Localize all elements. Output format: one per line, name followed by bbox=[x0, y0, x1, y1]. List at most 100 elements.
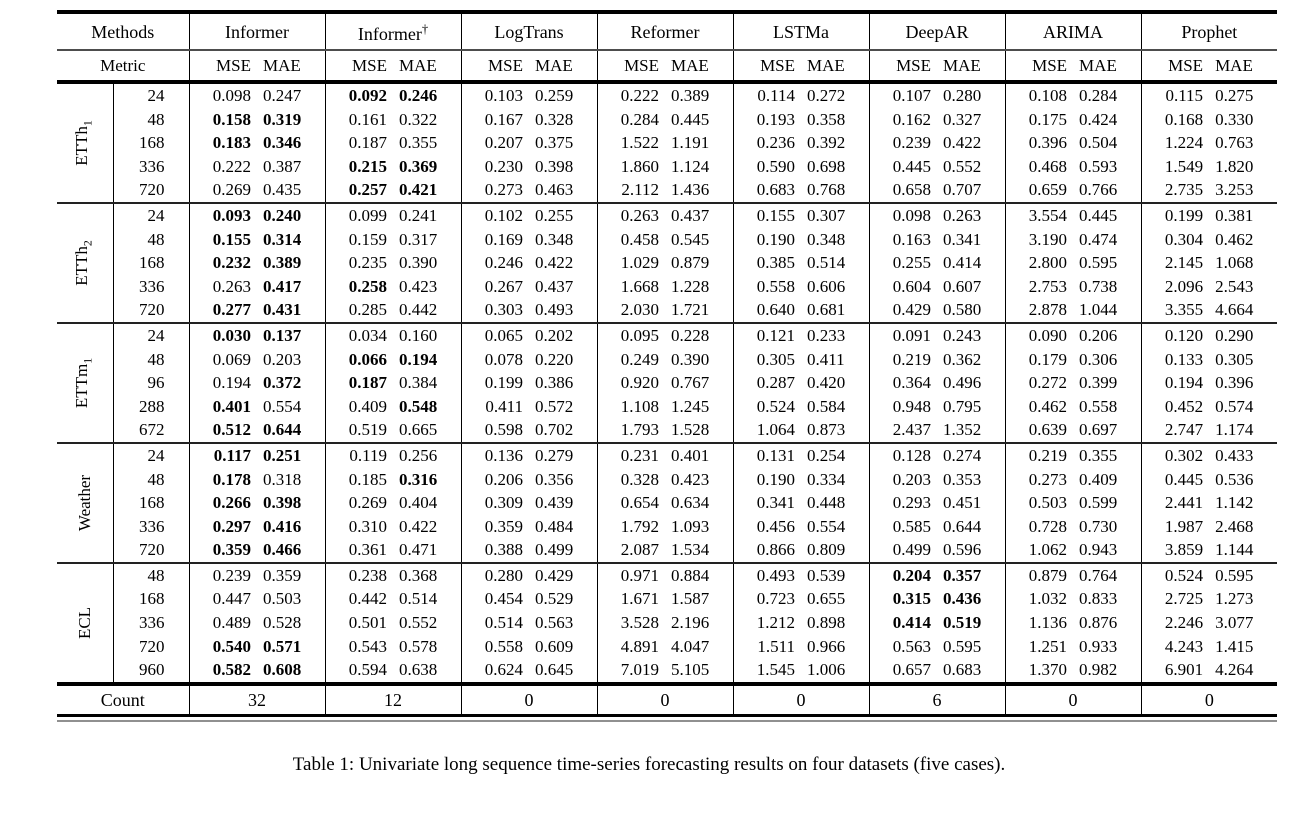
mae-value-informer: 0.240 bbox=[257, 201, 325, 228]
mse-value-arima: 1.136 bbox=[1004, 611, 1074, 635]
mae-value-prophet: 1.415 bbox=[1215, 636, 1254, 656]
mse-value-informer-dagger: 0.187 bbox=[324, 131, 393, 155]
methods-header-row: Methods Informer Informer† LogTrans Reforme… bbox=[57, 12, 1278, 51]
mae-value-informer-dagger: 0.384 bbox=[399, 373, 438, 393]
method-header-informer-dagger: Informer† bbox=[324, 12, 462, 51]
mse-value-prophet: 0.452 bbox=[1140, 394, 1210, 419]
mae-value-informer: 0.318 bbox=[263, 469, 302, 489]
mse-value-reformer: 1.860 bbox=[596, 154, 666, 179]
mae-value-lstma: 0.554 bbox=[807, 516, 846, 536]
mae-value-arima: 0.206 bbox=[1073, 321, 1142, 348]
table-row-ecl-720: 720 0.540 0.571 0.543 0.578 0.558 0.609 4.891 4.… bbox=[57, 634, 1277, 659]
metric-header-mse-informer-dagger: MSE bbox=[324, 50, 393, 84]
mse-value-reformer: 0.328 bbox=[596, 467, 666, 492]
metric-header-mse-reformer: MSE bbox=[596, 50, 666, 84]
mse-value-informer-dagger: 0.257 bbox=[324, 178, 393, 203]
table-row-weather-48: 48 0.178 0.318 0.185 0.316 0.206 0.356 0.328 0.4… bbox=[57, 467, 1277, 492]
table-row-weather-24: Weather 24 0.117 0.251 0.119 0.256 0.136 0.279 0… bbox=[57, 441, 1278, 563]
horizon-label: 48 bbox=[112, 467, 189, 492]
mae-value-logtrans: 0.279 bbox=[529, 441, 598, 468]
mse-value-deepar: 0.604 bbox=[868, 274, 938, 299]
mse-value-deepar: 0.239 bbox=[868, 131, 938, 155]
mse-value-reformer: 0.231 bbox=[596, 441, 666, 468]
mae-value-lstma: 0.411 bbox=[807, 349, 845, 369]
mae-value-reformer: 0.228 bbox=[665, 321, 734, 348]
mae-value-logtrans: 0.422 bbox=[535, 253, 574, 273]
horizon-label: 336 bbox=[112, 611, 189, 635]
dataset-group-etth1: ETTh1 24 0.098 0.247 0.092 0.246 0.103 0.259 0.2… bbox=[57, 82, 1277, 203]
mse-value-informer-dagger: 0.269 bbox=[324, 491, 393, 515]
mae-value-deepar: 0.496 bbox=[943, 373, 982, 393]
metric-header-mse-prophet: MSE bbox=[1140, 50, 1210, 84]
mae-value-arima: 0.943 bbox=[1079, 540, 1118, 560]
mae-value-reformer: 0.879 bbox=[671, 253, 710, 273]
mse-value-arima: 0.639 bbox=[1004, 418, 1074, 443]
mae-value-logtrans: 0.572 bbox=[535, 396, 574, 416]
mse-value-informer: 0.263 bbox=[188, 274, 257, 299]
mae-value-informer: 0.417 bbox=[263, 276, 302, 296]
mae-value-logtrans: 0.348 bbox=[535, 229, 574, 249]
mae-value-reformer: 1.228 bbox=[671, 276, 710, 296]
mae-value-deepar: 0.552 bbox=[943, 156, 982, 176]
mae-value-lstma: 0.420 bbox=[807, 373, 846, 393]
mse-value-reformer: 0.222 bbox=[596, 82, 666, 108]
mae-value-prophet: 1.142 bbox=[1215, 493, 1254, 513]
mse-value-logtrans: 0.624 bbox=[460, 658, 530, 684]
mse-value-prophet: 0.194 bbox=[1140, 371, 1210, 395]
mae-value-informer: 0.416 bbox=[263, 516, 302, 536]
mae-value-lstma: 0.655 bbox=[807, 589, 846, 609]
mse-value-lstma: 0.590 bbox=[732, 154, 802, 179]
mse-value-informer: 0.447 bbox=[188, 587, 257, 612]
mse-value-reformer: 3.528 bbox=[596, 611, 666, 635]
method-header-arima: ARIMA bbox=[1004, 12, 1142, 51]
mae-value-prophet: 4.664 bbox=[1215, 300, 1254, 320]
mse-value-lstma: 0.190 bbox=[732, 227, 802, 252]
mae-value-reformer: 1.721 bbox=[671, 300, 710, 320]
mae-value-deepar: 0.644 bbox=[943, 516, 982, 536]
mae-value-informer: 0.571 bbox=[263, 636, 302, 656]
mae-value-deepar: 0.451 bbox=[943, 493, 982, 513]
mse-value-reformer: 0.263 bbox=[596, 201, 666, 228]
mae-value-deepar: 0.414 bbox=[943, 253, 982, 273]
mae-value-informer-dagger: 0.578 bbox=[399, 636, 438, 656]
mse-value-logtrans: 0.359 bbox=[460, 514, 530, 539]
mse-value-deepar: 0.657 bbox=[868, 658, 938, 684]
mae-value-lstma: 0.514 bbox=[807, 253, 846, 273]
horizon-label: 288 bbox=[112, 394, 189, 419]
mae-value-arima: 0.982 bbox=[1079, 660, 1118, 680]
mse-value-reformer: 1.671 bbox=[596, 587, 666, 612]
mse-value-reformer: 1.522 bbox=[596, 131, 666, 155]
mse-value-deepar: 0.203 bbox=[868, 467, 938, 492]
count-value-arima: 0 bbox=[1004, 681, 1142, 717]
mse-value-lstma: 1.064 bbox=[732, 418, 802, 443]
mae-value-logtrans: 0.499 bbox=[535, 540, 574, 560]
horizon-label: 168 bbox=[112, 491, 189, 515]
mse-value-lstma: 0.558 bbox=[732, 274, 802, 299]
mae-value-lstma: 0.348 bbox=[807, 229, 846, 249]
mse-value-reformer: 1.792 bbox=[596, 514, 666, 539]
mse-value-prophet: 0.199 bbox=[1140, 201, 1210, 228]
mae-value-informer: 0.431 bbox=[263, 300, 302, 320]
mae-value-logtrans: 0.220 bbox=[535, 349, 574, 369]
table-row-ettm1-96: 96 0.194 0.372 0.187 0.384 0.199 0.386 0.920 0.7… bbox=[57, 371, 1277, 395]
mse-value-prophet: 2.096 bbox=[1140, 274, 1210, 299]
mse-value-logtrans: 0.206 bbox=[460, 467, 530, 492]
mae-value-informer: 0.251 bbox=[257, 441, 325, 468]
mse-value-lstma: 0.305 bbox=[732, 347, 802, 372]
mse-value-logtrans: 0.454 bbox=[460, 587, 530, 612]
mae-value-informer: 0.398 bbox=[263, 493, 302, 513]
mse-value-arima: 0.273 bbox=[1004, 467, 1074, 492]
mae-value-prophet: 1.144 bbox=[1215, 540, 1254, 560]
mae-value-arima: 0.355 bbox=[1073, 441, 1142, 468]
mse-value-deepar: 0.499 bbox=[868, 538, 938, 563]
dataset-label-ettm1: ETTm1 bbox=[57, 321, 113, 443]
mse-value-reformer: 0.458 bbox=[596, 227, 666, 252]
mse-value-logtrans: 0.273 bbox=[460, 178, 530, 203]
mae-value-reformer: 0.423 bbox=[671, 469, 710, 489]
mse-value-informer: 0.098 bbox=[188, 82, 257, 108]
mse-value-arima: 0.090 bbox=[1004, 321, 1074, 348]
mae-value-prophet: 0.595 bbox=[1209, 561, 1278, 588]
mae-value-deepar: 0.362 bbox=[943, 349, 982, 369]
mse-value-deepar: 0.293 bbox=[868, 491, 938, 515]
mae-value-prophet: 0.305 bbox=[1215, 349, 1254, 369]
